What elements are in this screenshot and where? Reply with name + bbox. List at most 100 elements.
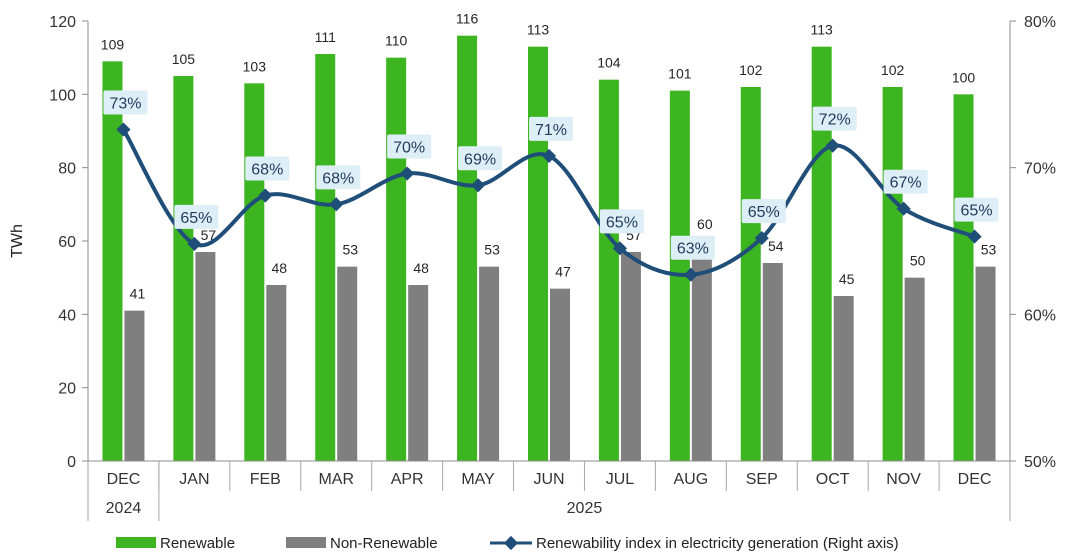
y2-tick-label: 80% — [1024, 14, 1056, 31]
bar-label-non-renewable: 48 — [272, 260, 288, 276]
bar-non-renewable — [975, 266, 996, 461]
pct-label-box — [883, 169, 928, 194]
legend-marker-renewability — [503, 535, 519, 551]
pct-label: 70% — [393, 140, 425, 157]
renewability-marker — [683, 267, 698, 282]
x-tick-label: DEC — [107, 471, 141, 488]
bar-label-non-renewable: 45 — [839, 271, 855, 287]
bar-label-renewable: 109 — [101, 36, 125, 52]
bar-non-renewable — [337, 266, 358, 461]
bar-non-renewable — [266, 285, 287, 461]
renewability-line — [116, 122, 982, 282]
renewability-marker — [754, 230, 769, 246]
renewability-marker — [967, 229, 982, 244]
bar-label-renewable: 105 — [172, 51, 196, 67]
bar-non-renewable — [124, 310, 145, 461]
bar-renewable — [953, 94, 974, 461]
pct-label: 63% — [677, 241, 709, 258]
bar-renewable — [386, 57, 407, 462]
bar-label-renewable: 102 — [881, 62, 905, 78]
legend-swatch-renewable — [116, 537, 156, 548]
legend-swatch-non-renewable — [286, 537, 326, 548]
pct-label-box — [670, 235, 715, 260]
bar-label-renewable: 113 — [811, 22, 834, 38]
pct-label-box — [599, 209, 644, 234]
bar-renewable — [882, 87, 903, 461]
x-tick-label: SEP — [746, 471, 778, 488]
bar-non-renewable — [762, 263, 783, 461]
bar-renewable — [244, 83, 265, 461]
x-tick-label: FEB — [250, 471, 281, 488]
bar-label-non-renewable: 41 — [130, 286, 146, 302]
pct-label-box — [529, 116, 573, 141]
bar-non-renewable — [620, 252, 641, 461]
bar-renewable — [315, 54, 336, 461]
bar-label-non-renewable: 53 — [981, 242, 997, 258]
y2-tick-label: 70% — [1024, 161, 1056, 178]
pct-label-box — [174, 204, 219, 229]
y2-tick-label: 50% — [1024, 454, 1056, 471]
pct-label-box — [812, 106, 857, 131]
bar-label-non-renewable: 60 — [697, 216, 713, 232]
renewability-marker — [329, 197, 344, 212]
y-tick-label: 0 — [67, 454, 76, 471]
x-tick-label: DEC — [958, 471, 992, 488]
x-tick-label: MAR — [318, 471, 354, 488]
renewability-marker — [258, 188, 273, 203]
renewability-marker — [612, 241, 627, 256]
bar-renewable — [102, 61, 123, 461]
bar-non-renewable — [408, 285, 429, 461]
pct-label: 65% — [748, 204, 780, 221]
x-tick-label: NOV — [886, 471, 921, 488]
y-tick-label: 20 — [58, 381, 76, 398]
y-tick-label: 120 — [49, 14, 76, 31]
renewability-marker — [896, 201, 911, 216]
bar-label-non-renewable: 54 — [768, 238, 784, 254]
bar-renewable — [598, 79, 619, 462]
renewability-marker — [187, 236, 202, 252]
legend: Renewable Non-Renewable Renewability ind… — [116, 535, 899, 552]
bar-label-renewable: 103 — [243, 58, 267, 74]
renewability-marker — [116, 122, 131, 137]
bar-label-non-renewable: 53 — [342, 242, 358, 258]
pct-label-box — [387, 134, 432, 159]
pct-label: 68% — [251, 162, 283, 179]
renewability-marker — [400, 166, 415, 181]
y-tick-label: 40 — [58, 307, 76, 324]
year-label: 2024 — [106, 500, 142, 517]
bar-renewable — [528, 46, 548, 462]
pct-label: 65% — [961, 203, 993, 220]
x-tick-label: JUL — [606, 471, 635, 488]
bar-non-renewable — [833, 296, 854, 461]
pct-label-box — [245, 156, 290, 181]
bar-label-renewable: 100 — [952, 69, 976, 85]
x-tick-label: JUN — [533, 471, 564, 488]
bar-label-non-renewable: 50 — [910, 253, 926, 269]
bar-non-renewable — [904, 277, 925, 461]
y-axis-title: TWh — [9, 224, 26, 258]
pct-label: 68% — [322, 170, 354, 187]
pct-label-box — [103, 90, 148, 115]
pct-label-box — [954, 197, 999, 222]
bar-renewable — [173, 76, 194, 461]
bar-label-non-renewable: 47 — [555, 264, 571, 280]
renewability-marker — [541, 148, 557, 164]
axes: TWh 0 20 40 60 80 100 120 50% 60% 70% 80% DEC JAN FEB… — [9, 14, 1056, 521]
bar-non-renewable — [550, 288, 570, 461]
year-label: 2025 — [567, 500, 603, 517]
y2-tick-label: 60% — [1024, 307, 1056, 324]
renewability-marker — [471, 178, 486, 193]
bar-label-renewable: 110 — [385, 33, 408, 49]
pct-label: 71% — [535, 122, 567, 139]
bars — [102, 35, 996, 462]
pct-label: 67% — [890, 175, 922, 192]
x-tick-label: APR — [391, 471, 424, 488]
x-tick-label: JAN — [179, 471, 209, 488]
x-tick-label: AUG — [674, 471, 709, 488]
pct-label: 65% — [180, 210, 212, 227]
bar-non-renewable — [195, 252, 216, 461]
y-tick-label: 80 — [58, 161, 76, 178]
bar-label-non-renewable: 53 — [484, 242, 500, 258]
